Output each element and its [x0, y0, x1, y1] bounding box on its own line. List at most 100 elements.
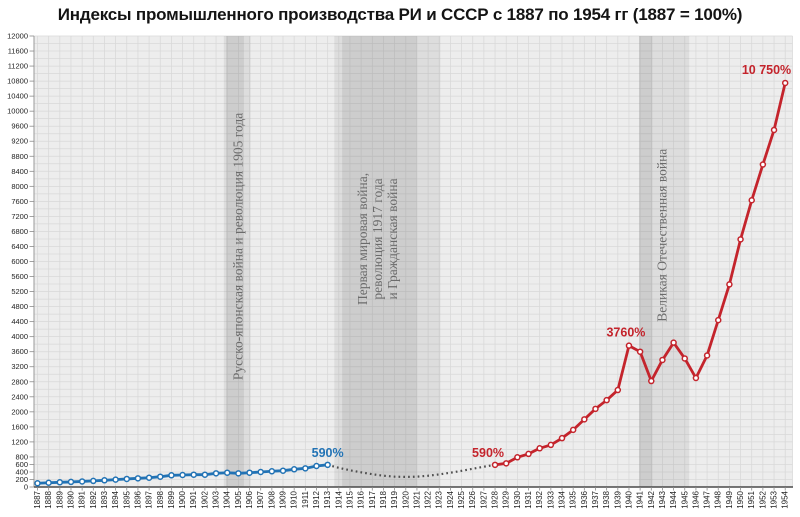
x-tick-label: 1895 — [122, 490, 131, 508]
x-tick-label: 1917 — [368, 490, 377, 508]
value-annotation: 10 750% — [742, 63, 791, 77]
x-tick-label: 1952 — [758, 490, 767, 508]
data-point-marker — [748, 196, 755, 204]
y-tick-label: 8000 — [11, 182, 28, 191]
data-series — [34, 79, 789, 487]
x-tick-label: 1930 — [513, 490, 522, 508]
y-tick-label: 6400 — [11, 242, 28, 251]
x-tick-label: 1941 — [636, 490, 645, 508]
gridlines — [34, 35, 793, 488]
data-point-marker — [558, 434, 566, 442]
x-tick-label: 1927 — [479, 490, 488, 508]
data-point-marker — [67, 478, 75, 486]
y-tick-label: 800 — [15, 452, 28, 461]
x-tick-label: 1900 — [178, 490, 187, 508]
x-tick-label: 1903 — [212, 490, 221, 508]
data-point-marker — [302, 465, 309, 472]
x-axis-ticks: 1887 1888 1889 1890 1891 1892 1893 1894 1895 1896… — [33, 487, 790, 509]
y-tick-label: 1600 — [11, 422, 28, 431]
y-tick-label: 4000 — [11, 332, 28, 341]
x-tick-label: 1928 — [491, 490, 500, 508]
data-point-marker — [279, 467, 287, 474]
x-tick-label: 1945 — [680, 490, 689, 508]
y-tick-label: 12000 — [7, 32, 28, 41]
y-tick-label: 7600 — [11, 197, 28, 206]
x-tick-label: 1911 — [301, 490, 310, 508]
x-tick-label: 1942 — [647, 490, 656, 508]
x-tick-label: 1902 — [200, 490, 209, 508]
x-tick-label: 1935 — [569, 490, 578, 508]
x-tick-label: 1922 — [424, 490, 433, 508]
x-tick-label: 1937 — [591, 490, 600, 508]
x-tick-label: 1906 — [245, 490, 254, 508]
data-point-marker — [737, 236, 744, 243]
data-point-marker — [324, 461, 331, 469]
chart-title: Индексы промышленного производства РИ и … — [57, 5, 743, 24]
x-tick-label: 1938 — [602, 490, 611, 508]
data-point-marker — [34, 479, 41, 487]
x-tick-label: 1898 — [156, 490, 165, 508]
data-point-marker — [246, 469, 253, 476]
data-point-marker — [56, 479, 64, 486]
war-band-label: и Гражданская война — [385, 178, 400, 299]
war-band-core — [639, 36, 653, 487]
x-tick-label: 1888 — [44, 490, 53, 508]
data-point-marker — [659, 356, 666, 364]
data-point-marker — [726, 281, 733, 288]
x-tick-label: 1896 — [133, 490, 142, 508]
x-tick-label: 1894 — [111, 490, 120, 508]
x-tick-label: 1946 — [691, 490, 700, 508]
y-tick-label: 3600 — [11, 347, 28, 356]
y-tick-label: 7200 — [11, 212, 28, 221]
value-annotations: 590% 590% 3760% 10 750% — [312, 63, 792, 460]
y-tick-label: 11600 — [8, 47, 28, 56]
x-tick-label: 1926 — [468, 490, 477, 508]
x-tick-label: 1954 — [781, 490, 790, 508]
data-point-marker — [502, 460, 510, 467]
x-tick-label: 1914 — [334, 490, 343, 508]
data-point-marker — [212, 470, 220, 477]
war-band-label: революция 1917 года — [370, 178, 385, 299]
war-period-bands: Русско-японская война и революция 1905 г… — [223, 36, 690, 487]
y-tick-label: 4800 — [11, 302, 28, 311]
data-point-marker — [714, 316, 722, 324]
data-point-marker — [759, 161, 767, 168]
x-tick-label: 1893 — [100, 490, 109, 508]
y-tick-label: 400 — [15, 467, 28, 476]
x-tick-label: 1919 — [390, 490, 399, 508]
y-tick-label: 5600 — [11, 272, 28, 281]
x-tick-label: 1907 — [256, 490, 265, 508]
x-tick-label: 1890 — [66, 490, 75, 508]
war-band-core — [226, 36, 244, 487]
x-tick-label: 1920 — [401, 490, 410, 508]
war-band-label: Первая мировая война, — [355, 173, 370, 305]
x-tick-label: 1918 — [379, 490, 388, 508]
data-point-marker — [78, 478, 86, 485]
data-point-marker — [770, 126, 778, 134]
data-point-marker — [781, 79, 789, 87]
data-point-marker — [603, 396, 610, 404]
x-tick-label: 1924 — [446, 490, 455, 508]
x-tick-label: 1921 — [412, 490, 421, 508]
data-point-marker — [112, 476, 119, 483]
x-tick-label: 1912 — [312, 490, 321, 508]
data-point-marker — [201, 471, 209, 478]
x-tick-label: 1904 — [223, 490, 232, 508]
x-tick-label: 1944 — [669, 490, 678, 508]
y-tick-label: 9200 — [11, 137, 28, 146]
y-tick-label: 2400 — [11, 392, 28, 401]
data-point-marker — [536, 445, 543, 452]
y-tick-label: 10800 — [7, 77, 28, 86]
data-point-marker — [681, 355, 689, 362]
data-point-marker — [703, 352, 711, 359]
x-tick-label: 1899 — [167, 490, 176, 508]
x-tick-label: 1891 — [78, 490, 87, 508]
data-point-marker — [235, 470, 242, 477]
data-point-marker — [157, 473, 164, 480]
data-point-marker — [223, 469, 231, 476]
y-tick-label: 6800 — [11, 227, 28, 236]
y-tick-label: 200 — [15, 475, 28, 484]
